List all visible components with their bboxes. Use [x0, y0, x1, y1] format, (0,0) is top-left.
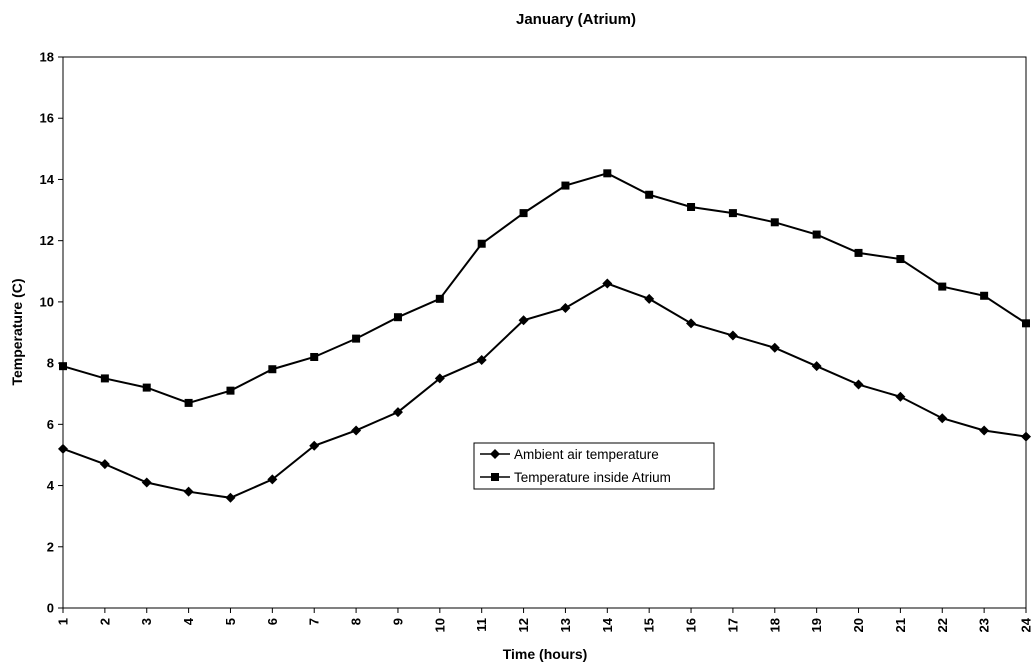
data-point-ambient — [602, 278, 613, 289]
data-point-atrium — [435, 294, 444, 303]
data-point-atrium — [519, 209, 528, 218]
data-point-atrium — [310, 352, 319, 361]
data-point-atrium — [1022, 319, 1030, 328]
data-point-ambient — [183, 486, 194, 497]
x-tick-label: 10 — [432, 618, 447, 632]
x-tick-label: 12 — [516, 618, 531, 632]
data-point-atrium — [603, 169, 612, 178]
legend-label-atrium: Temperature inside Atrium — [514, 470, 671, 485]
x-tick-label: 11 — [474, 618, 489, 632]
series-line-0 — [62, 282, 1027, 499]
data-point-atrium — [226, 386, 235, 395]
data-point-atrium — [268, 365, 277, 374]
x-tick-label: 15 — [642, 618, 657, 632]
data-point-ambient — [141, 477, 152, 488]
legend: Ambient air temperature Temperature insi… — [473, 442, 715, 490]
y-tick-label: 16 — [40, 111, 54, 126]
data-point-ambient — [518, 315, 529, 326]
data-point-ambient — [99, 459, 110, 470]
series-layer — [58, 169, 1031, 503]
data-point-ambient — [392, 407, 403, 418]
plot-area — [62, 56, 1027, 609]
x-tick-label: 3 — [139, 618, 154, 625]
x-axis: 1 2 3 4 5 6 7 8 9 10 11 12 13 14 15 16 17 18 19 20 21 22 23 24 — [56, 608, 1034, 632]
x-axis-label: Time (hours) — [503, 646, 588, 662]
data-point-ambient — [937, 413, 948, 424]
y-tick-label: 10 — [40, 294, 54, 309]
data-point-atrium — [938, 282, 947, 291]
x-tick-label: 19 — [809, 618, 824, 632]
legend-square-marker — [491, 473, 499, 481]
x-tick-label: 4 — [181, 617, 196, 625]
data-point-ambient — [58, 443, 68, 454]
data-point-ambient — [560, 303, 571, 314]
data-point-atrium — [184, 398, 193, 407]
y-axis: 0 2 4 6 8 10 12 14 16 18 — [40, 50, 63, 616]
x-tick-label: 8 — [349, 618, 364, 625]
x-tick-label: 16 — [684, 618, 699, 632]
x-tick-label: 20 — [851, 618, 866, 632]
y-tick-label: 18 — [40, 50, 54, 65]
y-axis-label: Temperature (C) — [9, 278, 25, 385]
y-tick-label: 0 — [47, 601, 54, 616]
x-tick-label: 2 — [97, 618, 112, 625]
x-tick-label: 24 — [1019, 617, 1034, 632]
data-point-atrium — [100, 374, 109, 383]
data-point-atrium — [770, 218, 779, 227]
data-point-atrium — [561, 181, 570, 190]
x-tick-label: 21 — [893, 618, 908, 632]
data-point-atrium — [142, 383, 151, 392]
data-point-atrium — [896, 255, 905, 264]
chart-title: January (Atrium) — [516, 11, 636, 28]
y-tick-label: 8 — [47, 356, 54, 371]
data-point-atrium — [812, 230, 821, 239]
legend-diamond-marker — [490, 449, 500, 459]
x-tick-label: 18 — [767, 618, 782, 632]
data-point-ambient — [769, 342, 780, 353]
data-point-atrium — [645, 190, 654, 199]
y-tick-label: 2 — [47, 539, 54, 554]
data-point-ambient — [644, 293, 655, 304]
data-point-atrium — [687, 202, 696, 211]
data-point-ambient — [225, 492, 236, 503]
legend-box — [473, 442, 715, 490]
data-point-ambient — [895, 391, 906, 402]
series-line-1 — [62, 172, 1027, 404]
data-point-atrium — [854, 248, 863, 257]
data-point-atrium — [393, 313, 402, 322]
y-tick-label: 12 — [40, 233, 54, 248]
data-point-ambient — [853, 379, 864, 390]
x-tick-label: 6 — [265, 618, 280, 625]
data-point-ambient — [267, 474, 278, 485]
data-point-atrium — [477, 239, 486, 248]
x-tick-label: 7 — [307, 618, 322, 625]
x-tick-label: 13 — [558, 618, 573, 632]
data-point-ambient — [1021, 431, 1031, 442]
y-tick-label: 6 — [47, 417, 54, 432]
data-point-atrium — [59, 362, 67, 371]
x-tick-label: 1 — [56, 618, 71, 625]
data-point-ambient — [309, 440, 320, 451]
x-tick-label: 22 — [935, 618, 950, 632]
data-point-ambient — [686, 318, 697, 329]
x-tick-label: 5 — [223, 618, 238, 625]
x-tick-label: 9 — [390, 618, 405, 625]
data-point-ambient — [727, 330, 738, 341]
y-tick-label: 14 — [40, 172, 55, 187]
data-point-ambient — [434, 373, 445, 384]
data-point-atrium — [980, 291, 989, 300]
data-point-ambient — [476, 355, 487, 366]
x-tick-label: 17 — [725, 618, 740, 632]
x-tick-label: 23 — [977, 618, 992, 632]
y-tick-label: 4 — [47, 478, 55, 493]
legend-label-ambient: Ambient air temperature — [514, 447, 659, 462]
data-point-ambient — [979, 425, 990, 436]
data-point-ambient — [351, 425, 362, 436]
x-tick-label: 14 — [600, 617, 615, 632]
data-point-atrium — [352, 334, 361, 343]
data-point-atrium — [728, 209, 737, 218]
data-point-ambient — [811, 361, 822, 372]
